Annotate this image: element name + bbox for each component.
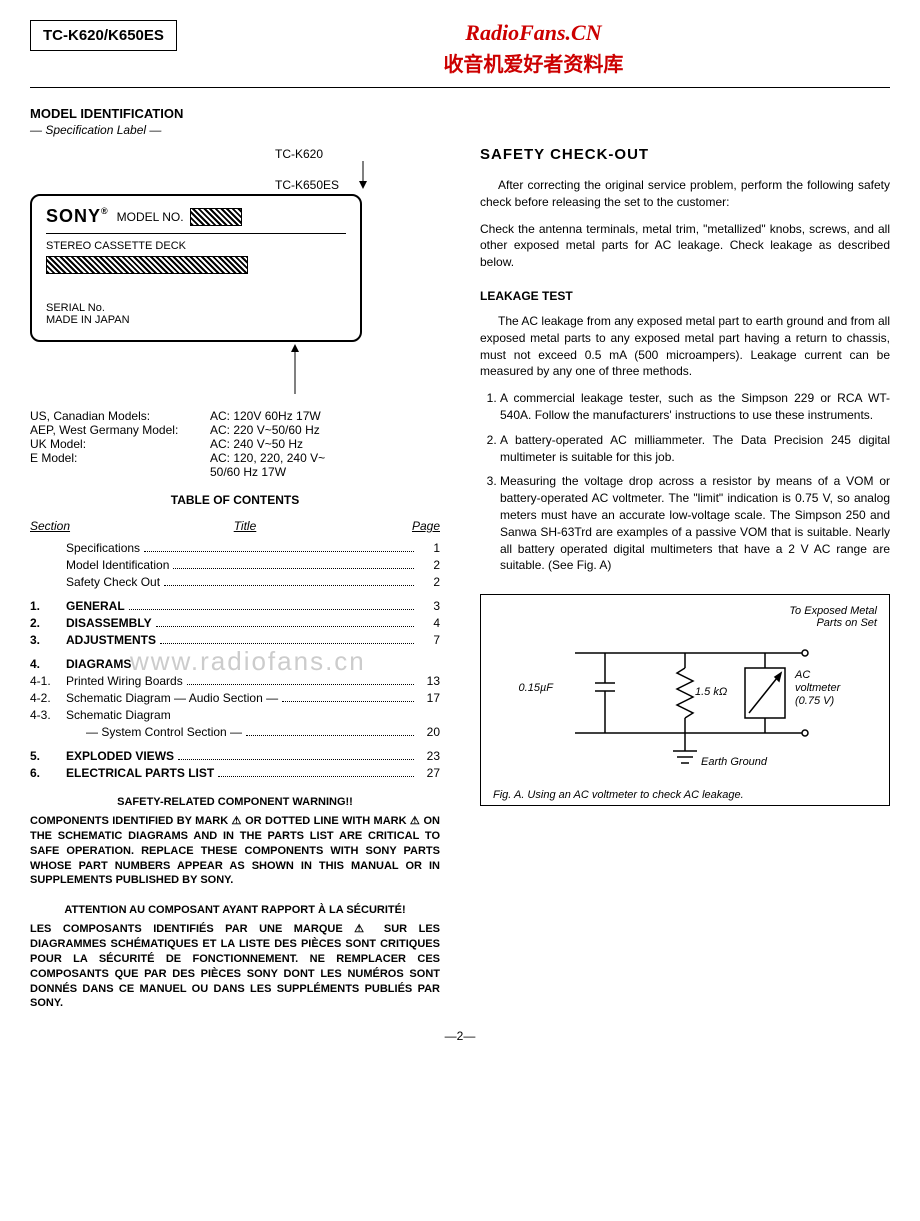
toc-num: 1. bbox=[30, 599, 66, 613]
header-rule bbox=[30, 87, 890, 88]
header-center: RadioFans.CN 收音机爱好者资料库 bbox=[177, 20, 890, 77]
toc-item: — System Control Section — bbox=[86, 725, 242, 739]
svg-text:voltmeter: voltmeter bbox=[795, 682, 842, 694]
model-spec: AC: 220 V~50/60 Hz bbox=[210, 423, 320, 437]
toc-num: 2. bbox=[30, 616, 66, 630]
label-callout: TC-K620 TC-K650ES bbox=[275, 147, 440, 192]
figure-caption: Fig. A. Using an AC voltmeter to check A… bbox=[493, 789, 877, 801]
toc-num: 4-3. bbox=[30, 708, 66, 722]
toc-head-section: Section bbox=[30, 519, 90, 533]
toc-item: GENERAL bbox=[66, 599, 125, 613]
model-spec: AC: 120V 60Hz 17W bbox=[210, 409, 321, 423]
hatched-area-small bbox=[190, 208, 242, 226]
toc-page: 4 bbox=[418, 616, 440, 630]
toc-item: ADJUSTMENTS bbox=[66, 633, 156, 647]
warning-title-en: SAFETY-RELATED COMPONENT WARNING!! bbox=[30, 796, 440, 808]
toc-num: 3. bbox=[30, 633, 66, 647]
toc-head-title: Title bbox=[90, 519, 400, 533]
model-spec: AC: 120, 220, 240 V~ bbox=[210, 451, 325, 465]
left-column: MODEL IDENTIFICATION — Specification Lab… bbox=[30, 106, 440, 1011]
model-no-label: MODEL NO. bbox=[117, 210, 184, 224]
specification-label-diagram: TC-K620 TC-K650ES SONY® MODEL NO. STEREO… bbox=[30, 147, 440, 399]
callout-line2: TC-K650ES bbox=[275, 178, 339, 192]
arrow-up-icon bbox=[150, 344, 440, 399]
model-spec: 50/60 Hz 17W bbox=[210, 465, 286, 479]
leakage-para: The AC leakage from any exposed metal pa… bbox=[480, 313, 890, 380]
deck-label: STEREO CASSETTE DECK bbox=[46, 240, 346, 252]
header: TC-K620/K650ES RadioFans.CN 收音机爱好者资料库 bbox=[30, 20, 890, 77]
method-item: Measuring the voltage drop across a resi… bbox=[500, 473, 890, 574]
toc-page: 20 bbox=[418, 725, 440, 739]
warning-body-en: COMPONENTS IDENTIFIED BY MARK ⚠ OR DOTTE… bbox=[30, 814, 440, 888]
svg-text:Earth Ground: Earth Ground bbox=[701, 756, 768, 768]
hatched-area-large bbox=[46, 256, 248, 274]
spec-label: — Specification Label — bbox=[30, 123, 440, 137]
model-name bbox=[30, 465, 210, 479]
toc-item: Schematic Diagram — Audio Section — bbox=[66, 691, 278, 705]
method-item: A commercial leakage tester, such as the… bbox=[500, 390, 890, 424]
leakage-heading: LEAKAGE TEST bbox=[480, 289, 890, 303]
model-name: US, Canadian Models: bbox=[30, 409, 210, 423]
safety-heading: SAFETY CHECK-OUT bbox=[480, 146, 890, 163]
safety-para-1: After correcting the original service pr… bbox=[480, 177, 890, 211]
model-name: E Model: bbox=[30, 451, 210, 465]
page-number: —2— bbox=[30, 1029, 890, 1043]
toc-page: 27 bbox=[418, 766, 440, 780]
toc-header: Section Title Page bbox=[30, 519, 440, 533]
toc-num: 5. bbox=[30, 749, 66, 763]
toc-num: 4. bbox=[30, 657, 66, 671]
methods-list: A commercial leakage tester, such as the… bbox=[480, 390, 890, 574]
method-item: A battery-operated AC milliammeter. The … bbox=[500, 432, 890, 466]
sony-logo-text: SONY® bbox=[46, 206, 109, 227]
model-id-heading: MODEL IDENTIFICATION bbox=[30, 106, 440, 121]
toc-head-page: Page bbox=[400, 519, 440, 533]
svg-text:(0.75 V): (0.75 V) bbox=[795, 695, 834, 707]
toc-item: Specifications bbox=[66, 541, 140, 555]
right-column: SAFETY CHECK-OUT After correcting the or… bbox=[480, 106, 890, 1011]
toc-page: 23 bbox=[418, 749, 440, 763]
toc-item: Safety Check Out bbox=[66, 575, 160, 589]
toc-item: Model Identification bbox=[66, 558, 169, 572]
safety-para-2: Check the antenna terminals, metal trim,… bbox=[480, 221, 890, 271]
site-subtitle: 收音机爱好者资料库 bbox=[177, 48, 890, 77]
site-title: RadioFans.CN bbox=[177, 20, 890, 46]
svg-text:1.5 kΩ: 1.5 kΩ bbox=[695, 686, 727, 698]
toc-num: 4-1. bbox=[30, 674, 66, 688]
model-name: AEP, West Germany Model: bbox=[30, 423, 210, 437]
svg-text:AC: AC bbox=[794, 669, 810, 681]
callout-line1: TC-K620 bbox=[275, 147, 323, 161]
toc-item: DISASSEMBLY bbox=[66, 616, 152, 630]
spec-label-box: SONY® MODEL NO. STEREO CASSETTE DECK SER… bbox=[30, 194, 362, 342]
toc-page: 2 bbox=[418, 558, 440, 572]
arrow-down-icon bbox=[357, 161, 369, 192]
toc-page: 3 bbox=[418, 599, 440, 613]
serial-label: SERIAL No. MADE IN JAPAN bbox=[46, 302, 346, 326]
toc-page: 17 bbox=[418, 691, 440, 705]
toc-page: 2 bbox=[418, 575, 440, 589]
figure-top-label: To Exposed MetalParts on Set bbox=[493, 605, 877, 629]
models-table: US, Canadian Models:AC: 120V 60Hz 17W AE… bbox=[30, 409, 440, 479]
figure-a-box: To Exposed MetalParts on Set bbox=[480, 594, 890, 806]
model-name: UK Model: bbox=[30, 437, 210, 451]
model-spec: AC: 240 V~50 Hz bbox=[210, 437, 303, 451]
toc-page: 7 bbox=[418, 633, 440, 647]
toc-page: 1 bbox=[418, 541, 440, 555]
figure-a-circuit: 0.15µF 1.5 kΩ AC voltmeter (0.75 V) Eart… bbox=[505, 633, 865, 783]
toc-num: 4-2. bbox=[30, 691, 66, 705]
main-columns: MODEL IDENTIFICATION — Specification Lab… bbox=[30, 106, 890, 1011]
toc-page: 13 bbox=[418, 674, 440, 688]
toc-item: ELECTRICAL PARTS LIST bbox=[66, 766, 214, 780]
toc-item: DIAGRAMS bbox=[66, 657, 131, 671]
warning-body-fr: LES COMPOSANTS IDENTIFIÉS PAR UNE MARQUE… bbox=[30, 922, 440, 1011]
toc-num: 6. bbox=[30, 766, 66, 780]
toc-item: Schematic Diagram bbox=[66, 708, 171, 722]
toc-title: TABLE OF CONTENTS bbox=[30, 493, 440, 507]
warning-title-fr: ATTENTION AU COMPOSANT AYANT RAPPORT À L… bbox=[30, 904, 440, 916]
toc-item: EXPLODED VIEWS bbox=[66, 749, 174, 763]
svg-text:0.15µF: 0.15µF bbox=[519, 682, 555, 694]
model-number-box: TC-K620/K650ES bbox=[30, 20, 177, 51]
toc-body: Specifications 1 Model Identification 2 Sa… bbox=[30, 541, 440, 780]
toc-item: Printed Wiring Boards bbox=[66, 674, 183, 688]
